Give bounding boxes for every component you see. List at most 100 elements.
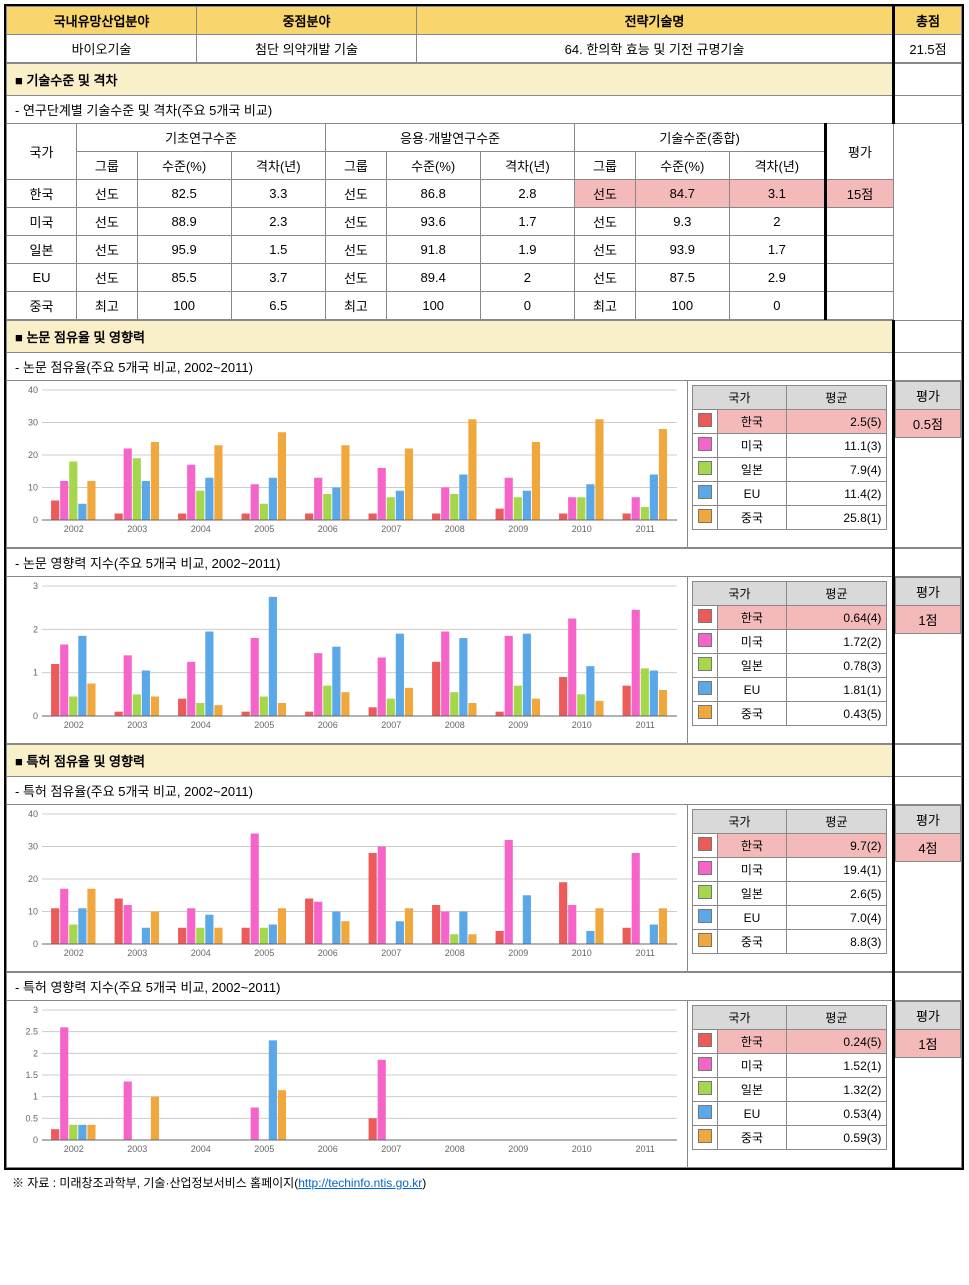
legend-row: 일본0.78(3) bbox=[693, 654, 887, 678]
svg-text:2004: 2004 bbox=[191, 948, 211, 958]
hdr-col1-val: 바이오기술 bbox=[7, 35, 197, 63]
legend-row: EU11.4(2) bbox=[693, 482, 887, 506]
table-row: 중국최고1006.5최고1000최고1000 bbox=[7, 292, 962, 320]
footer: ※ 자료 : 미래창조과학부, 기술·산업정보서비스 홈페이지(http://t… bbox=[4, 1170, 965, 1195]
svg-text:0: 0 bbox=[33, 515, 38, 525]
svg-text:2004: 2004 bbox=[191, 524, 211, 534]
svg-text:1.5: 1.5 bbox=[26, 1070, 39, 1080]
hdr-col4-val: 21.5점 bbox=[894, 35, 962, 63]
chart-eval: 1점 bbox=[895, 1030, 960, 1058]
svg-text:2010: 2010 bbox=[572, 948, 592, 958]
svg-text:2003: 2003 bbox=[127, 1144, 147, 1154]
svg-text:3: 3 bbox=[33, 1005, 38, 1015]
svg-text:2003: 2003 bbox=[127, 524, 147, 534]
legend-row: 일본7.9(4) bbox=[693, 458, 887, 482]
svg-text:2003: 2003 bbox=[127, 948, 147, 958]
svg-text:0: 0 bbox=[33, 711, 38, 721]
svg-text:2007: 2007 bbox=[381, 948, 401, 958]
hdr-col2-label: 중점분야 bbox=[197, 7, 417, 35]
svg-text:10: 10 bbox=[28, 483, 38, 493]
svg-text:2005: 2005 bbox=[254, 720, 274, 730]
table-row: 일본선도95.91.5선도91.81.9선도93.91.7 bbox=[7, 236, 962, 264]
svg-text:2007: 2007 bbox=[381, 524, 401, 534]
table-row: 미국선도88.92.3선도93.61.7선도9.32 bbox=[7, 208, 962, 236]
svg-text:2002: 2002 bbox=[64, 720, 84, 730]
svg-text:2008: 2008 bbox=[445, 720, 465, 730]
svg-text:40: 40 bbox=[28, 385, 38, 395]
hdr-col4-label: 총점 bbox=[894, 7, 962, 35]
bar-chart: 0 10 20 30 40 2002 2003 2004 2005 2006 2007 2008 200… bbox=[12, 385, 682, 540]
sec1-subtitle: - 연구단계별 기술수준 및 격차(주요 5개국 비교) bbox=[7, 96, 894, 124]
svg-text:2004: 2004 bbox=[191, 720, 211, 730]
legend-table: 국가평균한국2.5(5)미국11.1(3)일본7.9(4)EU11.4(2)중국… bbox=[692, 385, 887, 530]
svg-text:2006: 2006 bbox=[318, 948, 338, 958]
chart-section: ■ 특허 점유율 및 영향력- 특허 점유율(주요 5개국 비교, 2002~2… bbox=[6, 744, 962, 972]
legend-row: 한국2.5(5) bbox=[693, 410, 887, 434]
svg-text:0: 0 bbox=[33, 939, 38, 949]
bar-chart: 0102030402002200320042005200620072008200… bbox=[12, 809, 682, 964]
table-row: EU선도85.53.7선도89.42선도87.52.9 bbox=[7, 264, 962, 292]
legend-row: 미국19.4(1) bbox=[693, 858, 887, 882]
legend-row: 중국25.8(1) bbox=[693, 506, 887, 530]
chart-eval: 4점 bbox=[895, 834, 960, 862]
legend-row: 한국0.24(5) bbox=[693, 1030, 887, 1054]
svg-text:2: 2 bbox=[33, 624, 38, 634]
chart-subtitle: - 특허 영향력 지수(주요 5개국 비교, 2002~2011) bbox=[7, 973, 894, 1001]
hdr-col2-val: 첨단 의약개발 기술 bbox=[197, 35, 417, 63]
svg-text:2005: 2005 bbox=[254, 948, 274, 958]
legend-row: EU0.53(4) bbox=[693, 1102, 887, 1126]
legend-row: 중국0.43(5) bbox=[693, 702, 887, 726]
footer-link[interactable]: http://techinfo.ntis.go.kr bbox=[298, 1176, 422, 1190]
svg-text:2002: 2002 bbox=[64, 524, 84, 534]
svg-text:2008: 2008 bbox=[445, 1144, 465, 1154]
svg-text:20: 20 bbox=[28, 450, 38, 460]
svg-text:2005: 2005 bbox=[254, 1144, 274, 1154]
svg-text:2011: 2011 bbox=[636, 1144, 655, 1154]
svg-text:2010: 2010 bbox=[572, 524, 592, 534]
th-eval: 평가 bbox=[826, 124, 894, 180]
svg-text:30: 30 bbox=[28, 418, 38, 428]
legend-row: 일본1.32(2) bbox=[693, 1078, 887, 1102]
chart-eval: 0.5점 bbox=[895, 410, 960, 438]
chart-eval: 1점 bbox=[895, 606, 960, 634]
legend-table: 국가평균한국0.24(5)미국1.52(1)일본1.32(2)EU0.53(4)… bbox=[692, 1005, 887, 1150]
chart-subtitle: - 논문 영향력 지수(주요 5개국 비교, 2002~2011) bbox=[7, 549, 894, 577]
svg-text:2003: 2003 bbox=[127, 720, 147, 730]
svg-text:30: 30 bbox=[28, 842, 38, 852]
svg-text:2006: 2006 bbox=[318, 720, 338, 730]
legend-row: 미국1.72(2) bbox=[693, 630, 887, 654]
svg-text:3: 3 bbox=[33, 581, 38, 591]
sec1-title: ■ 기술수준 및 격차 bbox=[7, 64, 894, 96]
legend-row: 한국0.64(4) bbox=[693, 606, 887, 630]
svg-text:2009: 2009 bbox=[508, 948, 528, 958]
th-overall: 기술수준(종합) bbox=[575, 124, 826, 152]
th-applied: 응용·개발연구수준 bbox=[326, 124, 575, 152]
svg-text:2007: 2007 bbox=[381, 1144, 401, 1154]
report-container: 국내유망산업분야 중점분야 전략기술명 총점 바이오기술 첨단 의약개발 기술 … bbox=[4, 4, 964, 1170]
svg-text:2010: 2010 bbox=[572, 720, 592, 730]
header-table: 국내유망산업분야 중점분야 전략기술명 총점 바이오기술 첨단 의약개발 기술 … bbox=[6, 6, 962, 63]
legend-row: 미국1.52(1) bbox=[693, 1054, 887, 1078]
svg-text:0: 0 bbox=[33, 1135, 38, 1145]
table-row: 한국선도82.53.3선도86.82.8선도84.73.115점 bbox=[7, 180, 962, 208]
svg-text:20: 20 bbox=[28, 874, 38, 884]
svg-text:2009: 2009 bbox=[508, 524, 528, 534]
chart-section-title: ■ 논문 점유율 및 영향력 bbox=[7, 321, 894, 353]
svg-text:40: 40 bbox=[28, 809, 38, 819]
legend-row: 중국0.59(3) bbox=[693, 1126, 887, 1150]
legend-row: 한국9.7(2) bbox=[693, 834, 887, 858]
chart-section: - 특허 영향력 지수(주요 5개국 비교, 2002~2011)00.511.… bbox=[6, 972, 962, 1168]
hdr-col1-label: 국내유망산업분야 bbox=[7, 7, 197, 35]
svg-text:2009: 2009 bbox=[508, 720, 528, 730]
svg-text:0.5: 0.5 bbox=[26, 1113, 39, 1123]
svg-text:2.5: 2.5 bbox=[26, 1027, 39, 1037]
svg-text:2005: 2005 bbox=[254, 524, 274, 534]
legend-table: 국가평균한국0.64(4)미국1.72(2)일본0.78(3)EU1.81(1)… bbox=[692, 581, 887, 726]
bar-chart: 00.511.522.53200220032004200520062007200… bbox=[12, 1005, 682, 1160]
svg-text:2008: 2008 bbox=[445, 524, 465, 534]
svg-text:2010: 2010 bbox=[572, 1144, 592, 1154]
legend-table: 국가평균한국9.7(2)미국19.4(1)일본2.6(5)EU7.0(4)중국8… bbox=[692, 809, 887, 954]
svg-text:2002: 2002 bbox=[64, 948, 84, 958]
svg-text:2006: 2006 bbox=[318, 524, 338, 534]
hdr-col3-val: 64. 한의학 효능 및 기전 규명기술 bbox=[417, 35, 894, 63]
